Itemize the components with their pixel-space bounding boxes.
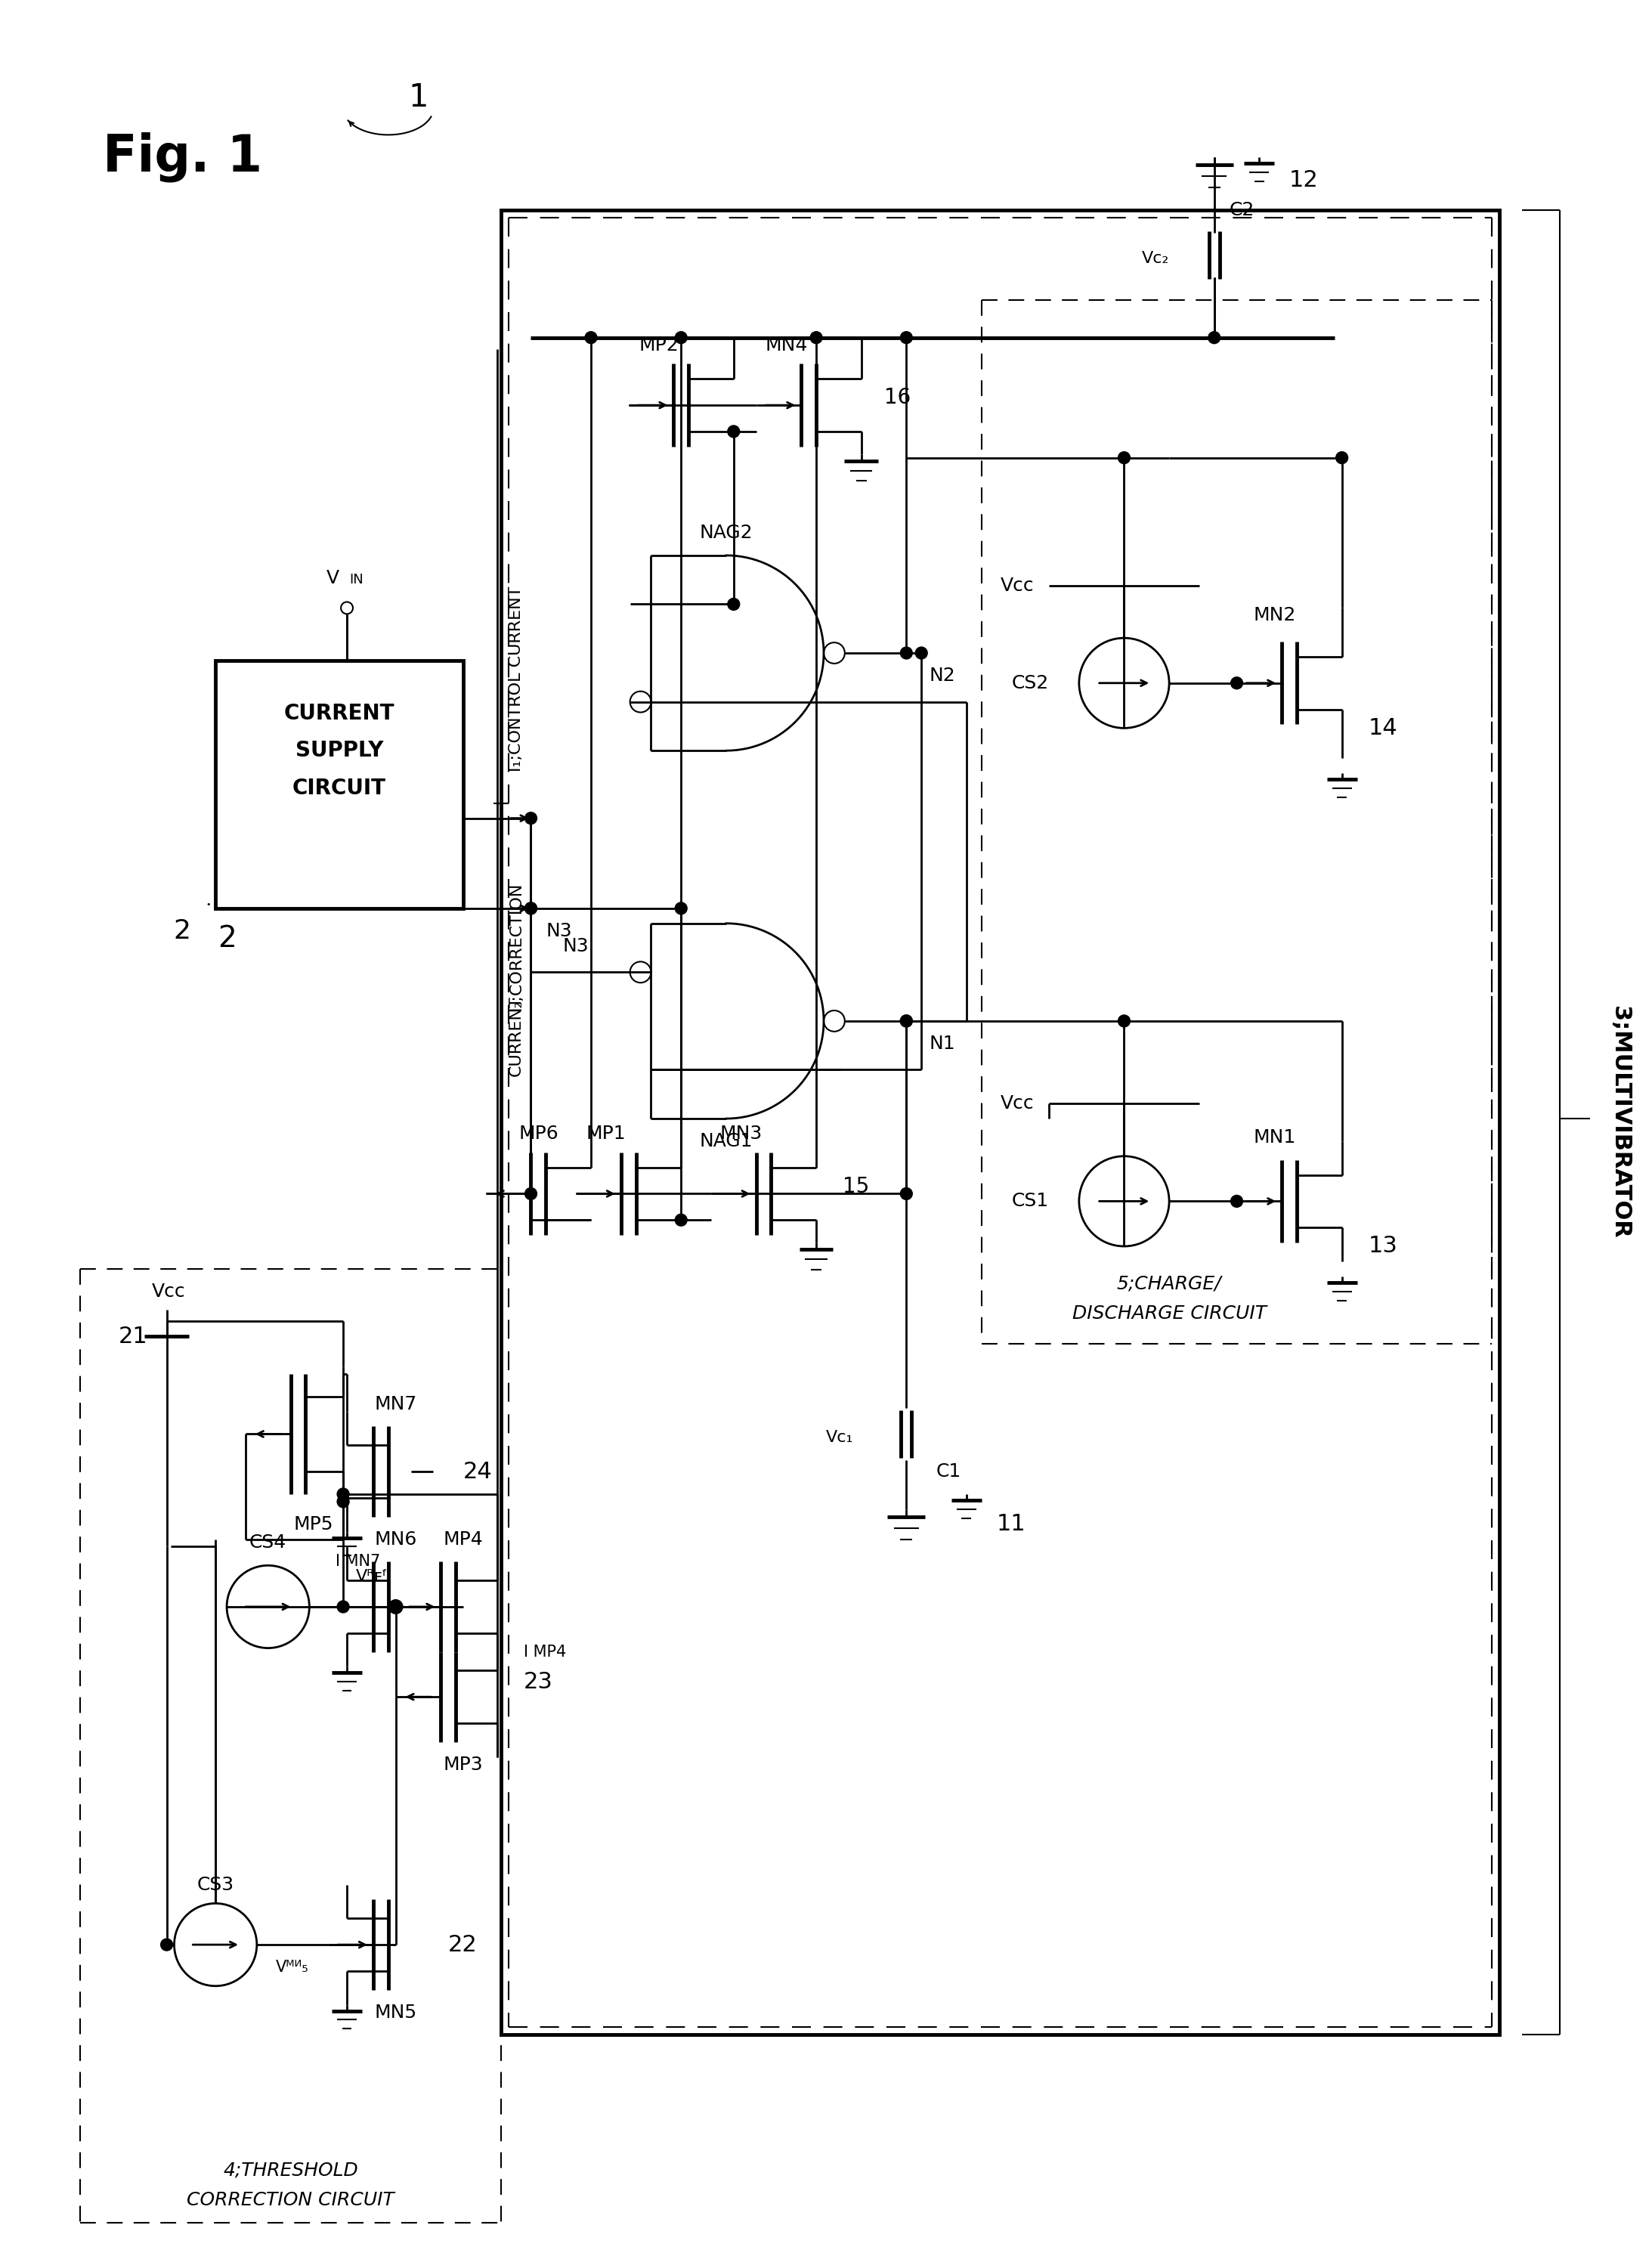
Text: I MN7: I MN7	[335, 1554, 380, 1570]
Text: MN2: MN2	[1252, 607, 1295, 625]
Text: CS4: CS4	[249, 1534, 287, 1552]
Text: CS1: CS1	[1013, 1191, 1049, 1209]
Circle shape	[727, 598, 740, 609]
Circle shape	[390, 1602, 401, 1613]
Text: 2: 2	[218, 925, 236, 952]
Text: CIRCUIT: CIRCUIT	[292, 778, 387, 799]
Text: C1: C1	[937, 1462, 961, 1480]
Circle shape	[676, 1214, 687, 1225]
Circle shape	[727, 426, 740, 438]
Circle shape	[525, 902, 537, 914]
Text: NAG1: NAG1	[699, 1133, 753, 1151]
Circle shape	[525, 1187, 537, 1200]
Text: I₁;CONTROL CURRENT: I₁;CONTROL CURRENT	[509, 587, 524, 772]
Circle shape	[1118, 1015, 1130, 1026]
Circle shape	[809, 332, 823, 343]
Text: 1: 1	[408, 81, 428, 113]
Circle shape	[900, 1015, 912, 1026]
Text: MP2: MP2	[639, 336, 679, 354]
Text: MN7: MN7	[375, 1394, 416, 1412]
Text: 16: 16	[884, 388, 910, 408]
Circle shape	[900, 1015, 912, 1026]
Text: NAG2: NAG2	[699, 523, 753, 541]
Text: 22: 22	[448, 1933, 477, 1956]
Text: N3: N3	[563, 936, 590, 954]
Text: Vᴿᴇᶠ: Vᴿᴇᶠ	[357, 1570, 388, 1584]
Text: Vᴄ₂: Vᴄ₂	[1142, 250, 1170, 266]
Circle shape	[900, 647, 912, 659]
Circle shape	[160, 1938, 173, 1951]
Text: MP1: MP1	[586, 1123, 626, 1144]
Text: N1: N1	[928, 1036, 955, 1054]
Text: 23: 23	[524, 1672, 553, 1692]
Text: 24: 24	[463, 1460, 492, 1482]
Text: 13: 13	[1368, 1236, 1398, 1257]
Circle shape	[525, 812, 537, 823]
Circle shape	[1208, 332, 1221, 343]
Text: 12: 12	[1289, 169, 1318, 192]
Text: V: V	[327, 569, 339, 587]
Text: 5;CHARGE/: 5;CHARGE/	[1117, 1275, 1221, 1293]
Text: IN: IN	[349, 573, 363, 587]
Text: 3;MULTIVIBRATOR: 3;MULTIVIBRATOR	[1609, 1006, 1631, 1239]
Text: CORRECTION CIRCUIT: CORRECTION CIRCUIT	[187, 2191, 395, 2209]
Text: I₂;CORRECTION: I₂;CORRECTION	[509, 882, 524, 1011]
Circle shape	[585, 332, 596, 343]
Circle shape	[676, 332, 687, 343]
Text: Fig. 1: Fig. 1	[102, 133, 263, 183]
Text: Vcc: Vcc	[999, 575, 1034, 596]
Circle shape	[337, 1602, 349, 1613]
Circle shape	[1231, 1196, 1242, 1207]
Text: CURRENT: CURRENT	[509, 995, 524, 1076]
Text: C2: C2	[1229, 201, 1254, 219]
Text: CS2: CS2	[1011, 675, 1049, 693]
Text: 4;THRESHOLD: 4;THRESHOLD	[223, 2161, 358, 2179]
Circle shape	[1118, 451, 1130, 465]
Text: Vcc: Vcc	[999, 1094, 1034, 1112]
Circle shape	[1231, 677, 1242, 688]
Circle shape	[525, 902, 537, 914]
Text: N3: N3	[545, 923, 572, 941]
Text: N2: N2	[928, 666, 955, 684]
Text: 21: 21	[119, 1327, 149, 1347]
Text: MP3: MP3	[443, 1755, 482, 1773]
Bar	[215, 661, 463, 909]
Text: MN4: MN4	[765, 336, 808, 354]
Circle shape	[915, 647, 927, 659]
Bar	[501, 210, 1500, 2035]
Text: DISCHARGE CIRCUIT: DISCHARGE CIRCUIT	[1072, 1304, 1267, 1322]
Text: Vᴹᴻ₅: Vᴹᴻ₅	[276, 1960, 309, 1974]
Text: Vcc: Vcc	[152, 1281, 185, 1299]
Circle shape	[1336, 451, 1348, 465]
Text: I MP4: I MP4	[524, 1645, 567, 1660]
Text: SUPPLY: SUPPLY	[296, 740, 383, 760]
Text: CURRENT: CURRENT	[284, 702, 395, 724]
Text: 15: 15	[843, 1175, 869, 1196]
Text: MN6: MN6	[375, 1530, 416, 1548]
Circle shape	[337, 1489, 349, 1500]
Text: MN3: MN3	[720, 1123, 763, 1144]
Circle shape	[337, 1496, 349, 1507]
Text: MP6: MP6	[519, 1123, 558, 1144]
Text: 14: 14	[1368, 717, 1398, 740]
Text: MP5: MP5	[294, 1516, 334, 1534]
Text: •: •	[205, 900, 210, 909]
Text: Vᴄ₁: Vᴄ₁	[826, 1430, 854, 1446]
Circle shape	[900, 1187, 912, 1200]
Text: MN5: MN5	[375, 2003, 416, 2021]
Text: MP4: MP4	[443, 1530, 484, 1548]
Text: 11: 11	[996, 1514, 1026, 1534]
Text: MN1: MN1	[1254, 1128, 1295, 1146]
Text: 2: 2	[173, 918, 190, 943]
Text: CS3: CS3	[197, 1875, 235, 1893]
Circle shape	[900, 332, 912, 343]
Circle shape	[676, 902, 687, 914]
